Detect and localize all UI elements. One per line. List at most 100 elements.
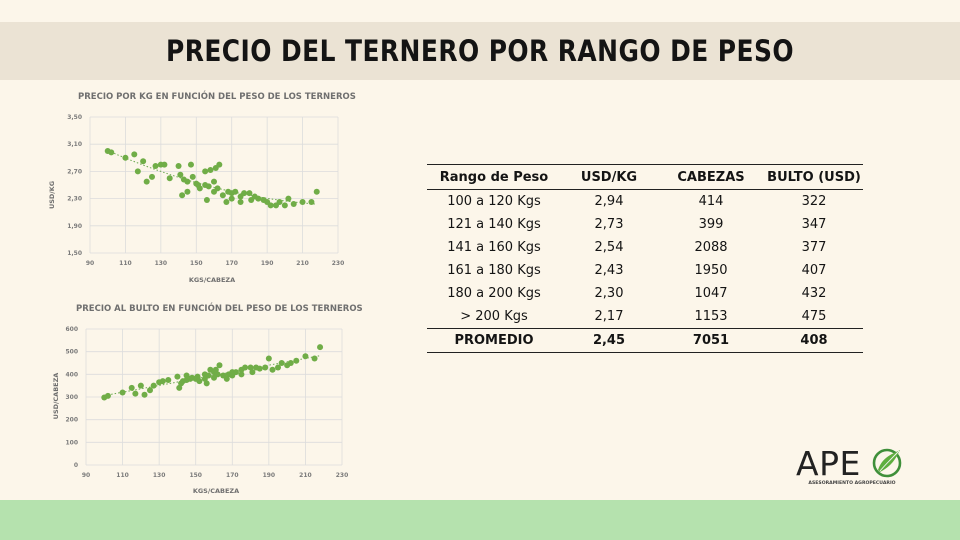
x-tick-label: 90 bbox=[86, 260, 94, 267]
data-point bbox=[302, 353, 309, 360]
table-row: 100 a 120 Kgs 2,94 414 322 bbox=[427, 190, 863, 214]
data-point bbox=[223, 375, 230, 382]
x-tick-label: 210 bbox=[299, 472, 312, 479]
data-point bbox=[249, 369, 256, 376]
data-point bbox=[265, 355, 272, 362]
data-point bbox=[143, 178, 150, 185]
chart-price-per-head: PRECIO AL BULTO EN FUNCIÓN DEL PESO DE L… bbox=[52, 302, 363, 495]
data-point bbox=[176, 384, 183, 391]
x-tick-label: 170 bbox=[226, 472, 239, 479]
logo-wordmark: APE bbox=[796, 444, 861, 483]
data-point bbox=[247, 364, 254, 371]
table-row: 161 a 180 Kgs 2,43 1950 407 bbox=[427, 259, 863, 282]
data-point bbox=[165, 377, 172, 383]
data-point bbox=[216, 362, 223, 369]
title-band bbox=[0, 22, 960, 80]
data-point bbox=[278, 360, 285, 366]
data-point bbox=[149, 173, 155, 180]
data-point bbox=[219, 192, 226, 199]
x-tick-label: 130 bbox=[155, 260, 168, 267]
y-tick-label: 400 bbox=[65, 371, 78, 378]
data-point bbox=[308, 199, 315, 205]
table-cell: 7051 bbox=[657, 328, 765, 353]
data-point bbox=[202, 168, 209, 175]
table-cell: 322 bbox=[801, 194, 827, 209]
table-average-row: PROMEDIO 2,45 7051 408 bbox=[427, 328, 863, 353]
data-point bbox=[166, 175, 173, 182]
y-tick-label: 100 bbox=[65, 439, 78, 446]
data-point bbox=[134, 168, 141, 175]
header-cell: BULTO (USD) bbox=[765, 164, 863, 190]
price-range-table: Rango de Peso USD/KG CABEZAS BULTO (USD)… bbox=[427, 164, 863, 353]
table-cell: 2,54 bbox=[594, 240, 624, 255]
data-point bbox=[122, 154, 129, 161]
logo-tagline: ASESORAMIENTO AGROPECUARIO bbox=[808, 481, 896, 486]
header-cell: Rango de Peso bbox=[427, 164, 561, 190]
data-point bbox=[203, 196, 210, 203]
y-tick-label: 200 bbox=[65, 417, 78, 424]
trendline bbox=[107, 150, 317, 205]
header-cell: USD/KG bbox=[561, 164, 657, 190]
data-point bbox=[161, 161, 168, 168]
data-point bbox=[179, 192, 186, 199]
y-tick-label: 0 bbox=[74, 462, 78, 469]
table-cell: 1047 bbox=[694, 286, 728, 301]
table-cell: 347 bbox=[801, 217, 827, 232]
data-point bbox=[232, 188, 239, 195]
y-axis-label: USD/CABEZA bbox=[52, 373, 60, 420]
data-point bbox=[285, 195, 292, 202]
table-cell: 408 bbox=[765, 328, 863, 353]
data-point bbox=[211, 178, 217, 185]
data-point bbox=[246, 190, 253, 197]
data-point bbox=[255, 195, 262, 202]
data-point bbox=[293, 357, 300, 364]
x-tick-label: 230 bbox=[336, 472, 349, 479]
data-point bbox=[290, 201, 297, 208]
chart-price-per-kg: PRECIO POR KG EN FUNCIÓN DEL PESO DE LOS… bbox=[48, 90, 356, 284]
y-tick-label: 1,90 bbox=[67, 223, 82, 230]
data-point bbox=[228, 195, 235, 202]
data-point bbox=[128, 384, 135, 391]
data-point bbox=[214, 371, 221, 378]
data-point bbox=[241, 190, 248, 197]
footer-band bbox=[0, 500, 960, 540]
table-row: 141 a 160 Kgs 2,54 2088 377 bbox=[427, 236, 863, 259]
data-point bbox=[262, 364, 269, 371]
data-point bbox=[175, 162, 182, 169]
table-cell: 180 a 200 Kgs bbox=[447, 286, 541, 301]
data-point bbox=[317, 344, 324, 351]
data-point bbox=[275, 364, 281, 371]
data-point bbox=[177, 171, 184, 178]
data-point bbox=[242, 364, 249, 371]
table-row: 180 a 200 Kgs 2,30 1047 432 bbox=[427, 282, 863, 305]
x-axis-label: KGS/CABEZA bbox=[193, 487, 239, 495]
data-point bbox=[276, 199, 283, 205]
header-cell: CABEZAS bbox=[657, 164, 765, 190]
data-point bbox=[159, 378, 166, 385]
data-point bbox=[237, 199, 244, 205]
y-tick-label: 600 bbox=[65, 326, 78, 333]
data-point bbox=[267, 202, 274, 209]
data-point bbox=[150, 382, 157, 389]
table-cell: 161 a 180 Kgs bbox=[447, 263, 541, 278]
data-point bbox=[104, 392, 111, 399]
x-tick-label: 190 bbox=[261, 260, 274, 267]
y-tick-label: 300 bbox=[65, 394, 78, 401]
table-cell: 141 a 160 Kgs bbox=[447, 240, 541, 255]
data-point bbox=[187, 161, 194, 168]
ape-logo: APE ASESORAMIENTO AGROPECUARIO bbox=[796, 444, 908, 490]
table-cell: 2,30 bbox=[594, 286, 624, 301]
x-tick-label: 150 bbox=[190, 260, 203, 267]
table-cell: 407 bbox=[801, 263, 827, 278]
chart-title: PRECIO POR KG EN FUNCIÓN DEL PESO DE LOS… bbox=[78, 90, 356, 102]
table-cell: 399 bbox=[698, 217, 724, 232]
data-point bbox=[174, 373, 181, 380]
x-tick-label: 110 bbox=[119, 260, 132, 267]
data-point bbox=[184, 178, 191, 185]
table-row: 121 a 140 Kgs 2,73 399 347 bbox=[427, 213, 863, 236]
data-point bbox=[299, 199, 306, 205]
data-point bbox=[256, 365, 263, 372]
data-point bbox=[194, 373, 201, 380]
data-point bbox=[311, 355, 318, 362]
table-cell: 475 bbox=[801, 309, 827, 324]
